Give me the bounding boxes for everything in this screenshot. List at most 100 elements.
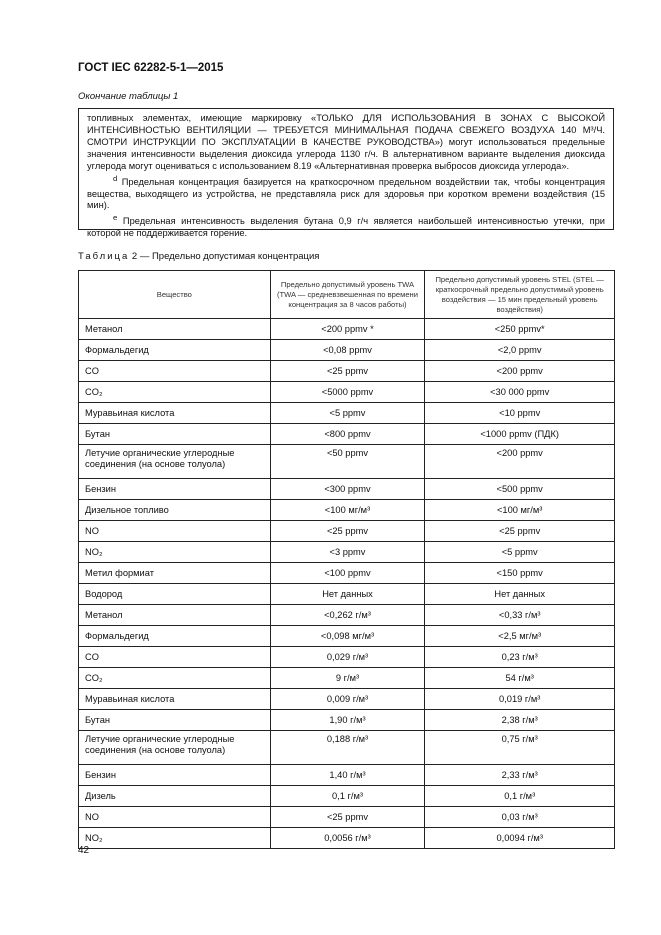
table-row: Муравьиная кислота 0,009 г/м³ 0,019 г/м³ — [78, 688, 615, 710]
twa-cell: <25 ppmv — [269, 806, 426, 828]
substance-cell: NO₂ — [78, 827, 271, 849]
substance-cell: Бензин — [78, 764, 271, 786]
footnote-text: Предельная концентрация базируется на кр… — [87, 176, 605, 211]
table-caption-prefix: Таблица — [78, 251, 130, 262]
twa-cell: <50 ppmv — [269, 444, 426, 479]
twa-cell: 0,0056 г/м³ — [269, 827, 426, 849]
stel-cell: <2,0 ppmv — [424, 339, 615, 361]
table-row: CO <25 ppmv <200 ppmv — [78, 360, 615, 382]
page-number: 42 — [78, 845, 90, 856]
stel-cell: 54 г/м³ — [424, 667, 615, 689]
substance-cell: NO₂ — [78, 541, 271, 563]
substance-cell: Муравьиная кислота — [78, 402, 271, 424]
substance-cell: CO — [78, 646, 271, 668]
stel-cell: 0,1 г/м³ — [424, 785, 615, 807]
column-header: Предельно допустимый уровень TWA (TWA — … — [269, 270, 426, 319]
substance-cell: Водород — [78, 583, 271, 605]
table-row: Метанол <200 ppmv * <250 ppmv* — [78, 318, 615, 340]
stel-cell: 0,23 г/м³ — [424, 646, 615, 668]
table-row: CO₂ <5000 ppmv <30 000 ppmv — [78, 381, 615, 403]
table-row: Метанол <0,262 г/м³ <0,33 г/м³ — [78, 604, 615, 626]
twa-cell: <25 ppmv — [269, 520, 426, 542]
twa-cell: <25 ppmv — [269, 360, 426, 382]
substance-cell: Бутан — [78, 423, 271, 445]
substance-cell: CO₂ — [78, 667, 271, 689]
stel-cell: <5 ppmv — [424, 541, 615, 563]
footnote-text: Предельная интенсивность выделения бутан… — [87, 216, 605, 239]
table-caption-text: 2 — Предельно допустимая концентрация — [131, 251, 320, 262]
footnote-e: e Предельная интенсивность выделения бут… — [87, 212, 605, 240]
twa-cell: <5000 ppmv — [269, 381, 426, 403]
substance-cell: Бутан — [78, 709, 271, 731]
stel-cell: 0,03 г/м³ — [424, 806, 615, 828]
twa-cell: <100 мг/м³ — [269, 499, 426, 521]
footnote-d: d Предельная концентрация базируется на … — [87, 173, 605, 213]
substance-cell: Метанол — [78, 604, 271, 626]
table-row: Бензин 1,40 г/м³ 2,33 г/м³ — [78, 764, 615, 786]
stel-cell: <200 ppmv — [424, 444, 615, 479]
twa-cell: 1,40 г/м³ — [269, 764, 426, 786]
twa-cell: 0,1 г/м³ — [269, 785, 426, 807]
twa-cell: <3 ppmv — [269, 541, 426, 563]
twa-cell: <0,098 мг/м³ — [269, 625, 426, 647]
substance-cell: Летучие органические углеродные соединен… — [78, 730, 271, 765]
substance-cell: NO — [78, 806, 271, 828]
twa-cell: <0,08 ppmv — [269, 339, 426, 361]
substance-cell: Муравьиная кислота — [78, 688, 271, 710]
table-row: Бутан <800 ppmv <1000 ppmv (ПДК) — [78, 423, 615, 445]
substance-cell: Метил формиат — [78, 562, 271, 584]
stel-cell: <250 ppmv* — [424, 318, 615, 340]
table-row: Водород Нет данных Нет данных — [78, 583, 615, 605]
substance-cell: Формальдегид — [78, 625, 271, 647]
stel-cell: Нет данных — [424, 583, 615, 605]
column-header: Вещество — [78, 270, 271, 319]
footnotes-box: топливных элементах, имеющие маркировку … — [78, 108, 614, 238]
stel-cell: <500 ppmv — [424, 478, 615, 500]
twa-cell: Нет данных — [269, 583, 426, 605]
table-row: Бензин <300 ppmv <500 ppmv — [78, 478, 615, 500]
stel-cell: <2,5 мг/м³ — [424, 625, 615, 647]
twa-cell: <5 ppmv — [269, 402, 426, 424]
table-row: NO <25 ppmv <25 ppmv — [78, 520, 615, 542]
twa-cell: 1,90 г/м³ — [269, 709, 426, 731]
footnote-mark: d — [113, 173, 118, 183]
concentration-table: Вещество Предельно допустимый уровень TWA… — [78, 270, 615, 849]
table-row: Дизель 0,1 г/м³ 0,1 г/м³ — [78, 785, 615, 807]
substance-cell: Бензин — [78, 478, 271, 500]
substance-cell: Дизельное топливо — [78, 499, 271, 521]
table-row: Дизельное топливо <100 мг/м³ <100 мг/м³ — [78, 499, 615, 521]
stel-cell: <0,33 г/м³ — [424, 604, 615, 626]
stel-cell: <30 000 ppmv — [424, 381, 615, 403]
table-row: Летучие органические углеродные соединен… — [78, 444, 615, 479]
stel-cell: <10 ppmv — [424, 402, 615, 424]
column-header: Предельно допустимый уровень STEL (STEL … — [424, 270, 615, 319]
document-header: ГОСТ IEC 62282-5-1—2015 — [78, 62, 224, 74]
twa-cell: <0,262 г/м³ — [269, 604, 426, 626]
table-row: Метил формиат <100 ppmv <150 ppmv — [78, 562, 615, 584]
substance-cell: Дизель — [78, 785, 271, 807]
table-row: CO₂ 9 г/м³ 54 г/м³ — [78, 667, 615, 689]
substance-cell: Формальдегид — [78, 339, 271, 361]
stel-cell: <25 ppmv — [424, 520, 615, 542]
twa-cell: 0,188 г/м³ — [269, 730, 426, 765]
substance-cell: Летучие органические углеродные соединен… — [78, 444, 271, 479]
stel-cell: 0,019 г/м³ — [424, 688, 615, 710]
twa-cell: 9 г/м³ — [269, 667, 426, 689]
table-row: Формальдегид <0,08 ppmv <2,0 ppmv — [78, 339, 615, 361]
substance-cell: Метанол — [78, 318, 271, 340]
stel-cell: <100 мг/м³ — [424, 499, 615, 521]
table-row: NO₂ <3 ppmv <5 ppmv — [78, 541, 615, 563]
twa-cell: 0,009 г/м³ — [269, 688, 426, 710]
stel-cell: <1000 ppmv (ПДК) — [424, 423, 615, 445]
table-row: NO₂ 0,0056 г/м³ 0,0094 г/м³ — [78, 827, 615, 849]
table-row: Бутан 1,90 г/м³ 2,38 г/м³ — [78, 709, 615, 731]
footnote-mark: e — [113, 213, 118, 223]
table-row: CO 0,029 г/м³ 0,23 г/м³ — [78, 646, 615, 668]
table-row: Муравьиная кислота <5 ppmv <10 ppmv — [78, 402, 615, 424]
stel-cell: 0,0094 г/м³ — [424, 827, 615, 849]
table-row: Летучие органические углеродные соединен… — [78, 730, 615, 765]
twa-cell: <100 ppmv — [269, 562, 426, 584]
substance-cell: CO₂ — [78, 381, 271, 403]
stel-cell: <200 ppmv — [424, 360, 615, 382]
